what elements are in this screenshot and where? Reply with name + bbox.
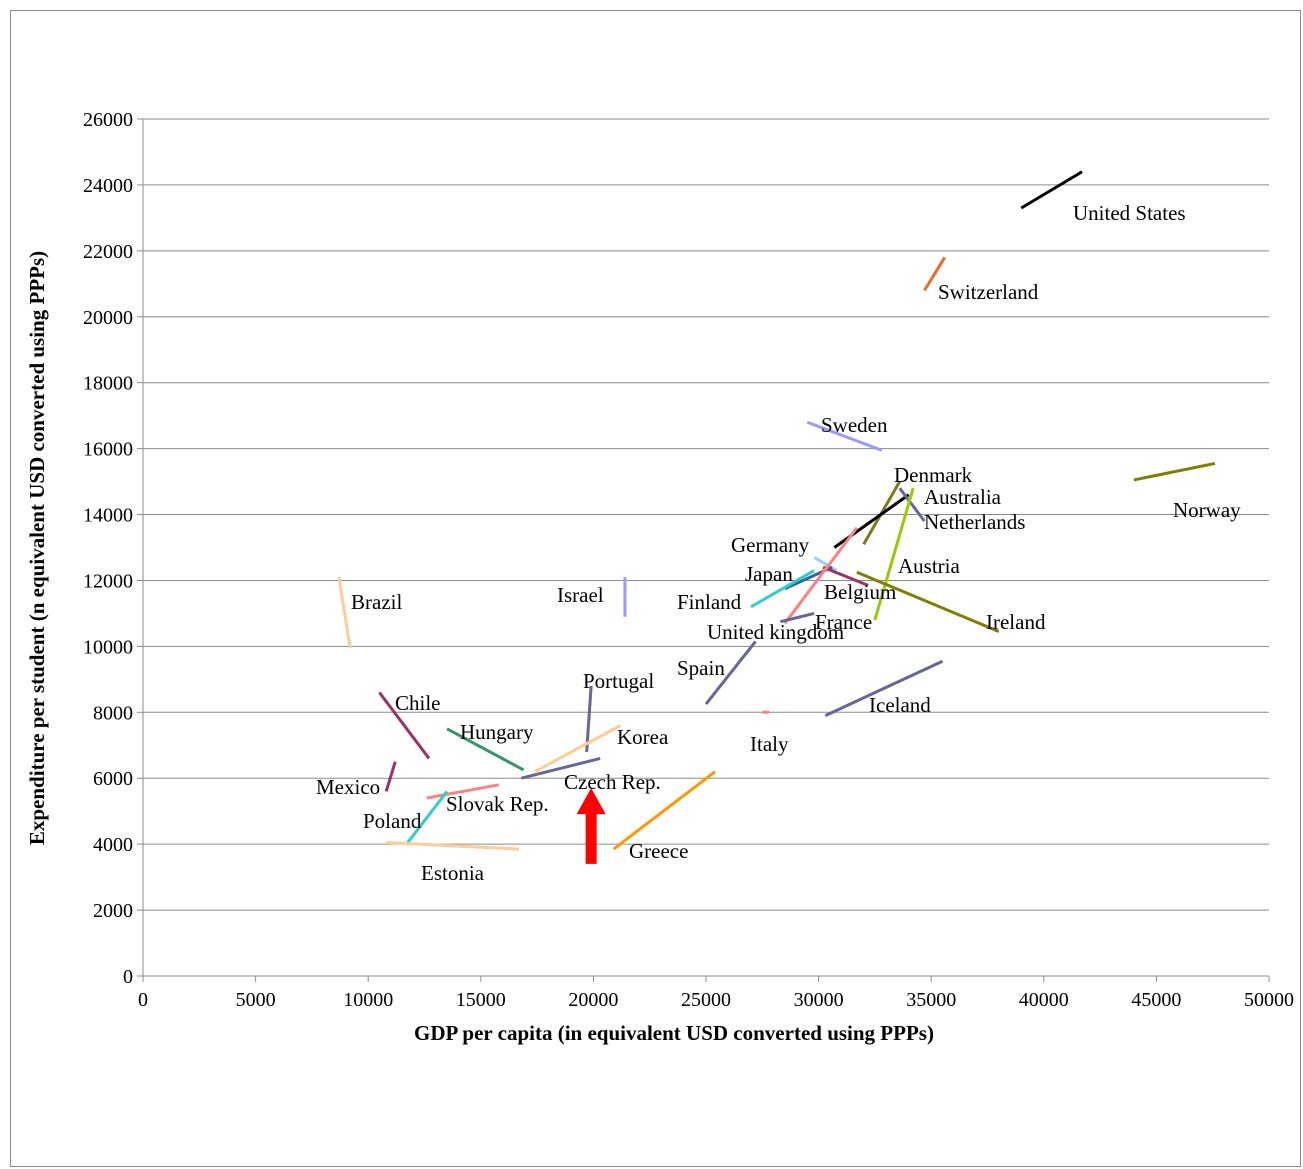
series-label-brazil: Brazil [351, 590, 402, 614]
series-label-ireland: Ireland [986, 610, 1046, 634]
series-label-belgium: Belgium [824, 580, 896, 604]
series-label-slovak-rep: Slovak Rep. [446, 792, 549, 816]
y-tick-label: 4000 [93, 834, 133, 856]
series-line-belgium [822, 565, 869, 587]
series-lines [337, 170, 1216, 851]
series-line-austria [873, 487, 915, 621]
series-line-mexico [384, 761, 397, 792]
series-line-france [783, 526, 859, 625]
y-tick-label: 20000 [83, 307, 133, 329]
series-label-estonia: Estonia [421, 861, 485, 885]
series-line-brazil [337, 576, 352, 649]
y-tick-label: 6000 [93, 768, 133, 790]
series-line-korea [534, 724, 622, 773]
x-tick-label: 10000 [343, 989, 393, 1011]
series-line-czech-rep [520, 756, 601, 780]
series-line-iceland [824, 659, 944, 717]
x-tick-label: 5000 [236, 989, 276, 1011]
series-label-united-kingdom: United kingdom [707, 620, 844, 644]
x-tick-label: 50000 [1244, 989, 1294, 1011]
series-label-italy: Italy [750, 732, 789, 756]
y-axis-title: Expenditure per student (n equivalent US… [25, 251, 49, 845]
x-tick-labels: 0 5000 10000 15000 20000 25000 30000 35000 40000… [138, 989, 1294, 1011]
series-label-denmark: Denmark [894, 463, 973, 487]
y-tick-labels: 0 2000 4000 6000 8000 10000 12000 14000 16000 180… [83, 109, 133, 988]
series-label-finland: Finland [677, 590, 742, 614]
y-tick-label: 16000 [83, 439, 133, 461]
series-labels: United States Switzerland Sweden Norway Denm… [316, 201, 1241, 885]
annotations [576, 788, 606, 864]
y-tick-label: 14000 [83, 505, 133, 527]
series-label-switzerland: Switzerland [938, 280, 1039, 304]
series-line-greece [612, 770, 716, 851]
series-line-united-states [1020, 170, 1083, 210]
axes [137, 118, 1270, 982]
series-label-germany: Germany [731, 533, 810, 557]
series-label-hungary: Hungary [460, 720, 534, 744]
series-line-netherlands [898, 487, 926, 523]
series-line-slovak-rep [426, 783, 500, 800]
y-tick-label: 24000 [83, 175, 133, 197]
series-line-estonia [386, 841, 520, 851]
series-label-greece: Greece [629, 839, 688, 863]
series-line-sweden [806, 420, 883, 452]
series-label-chile: Chile [395, 691, 441, 715]
series-label-france: France [815, 610, 872, 634]
series-label-poland: Poland [363, 809, 422, 833]
series-label-iceland: Iceland [869, 693, 931, 717]
y-tick-label: 18000 [83, 373, 133, 395]
series-line-united-kingdom [779, 611, 815, 624]
x-tick-label: 30000 [794, 989, 844, 1011]
x-tick-label: 35000 [906, 989, 956, 1011]
series-label-japan: Japan [745, 562, 793, 586]
y-tick-label: 2000 [93, 900, 133, 922]
chart-frame [10, 10, 1301, 1167]
y-tick-label: 8000 [93, 702, 133, 724]
x-tick-label: 15000 [456, 989, 506, 1011]
series-label-israel: Israel [557, 583, 604, 607]
y-tick-label: 10000 [83, 636, 133, 658]
series-line-switzerland [923, 256, 946, 292]
series-label-spain: Spain [677, 656, 725, 680]
x-tick-label: 45000 [1131, 989, 1181, 1011]
y-tick-label: 26000 [83, 109, 133, 131]
series-label-netherlands: Netherlands [924, 510, 1025, 534]
gridlines [143, 118, 1269, 911]
red-arrow-annotation [576, 788, 606, 864]
y-tick-label: 22000 [83, 241, 133, 263]
series-line-norway [1133, 461, 1216, 482]
x-axis-title: GDP per capita (in equivalent USD conver… [414, 1021, 934, 1045]
x-tick-label: 0 [138, 989, 148, 1011]
series-line-hungary [446, 727, 525, 772]
series-label-norway: Norway [1173, 498, 1241, 522]
y-tick-label: 0 [123, 966, 133, 988]
series-label-sweden: Sweden [821, 413, 888, 437]
series-label-czech-rep: Czech Rep. [564, 770, 661, 794]
series-label-australia: Australia [924, 485, 1002, 509]
series-label-united-states: United States [1073, 201, 1186, 225]
x-tick-label: 25000 [681, 989, 731, 1011]
series-line-portugal [585, 685, 593, 752]
series-label-austria: Austria [898, 554, 961, 578]
series-label-portugal: Portugal [583, 669, 654, 693]
x-tick-label: 40000 [1019, 989, 1069, 1011]
x-tick-label: 20000 [568, 989, 618, 1011]
series-line-poland [405, 790, 449, 846]
series-label-mexico: Mexico [316, 775, 380, 799]
series-line-spain [704, 640, 757, 705]
series-line-ireland [856, 570, 1000, 633]
y-tick-label: 12000 [83, 570, 133, 592]
series-line-chile [378, 691, 431, 760]
series-label-korea: Korea [617, 725, 669, 749]
series-line-finland [750, 569, 815, 609]
series-line-germany [813, 556, 838, 572]
